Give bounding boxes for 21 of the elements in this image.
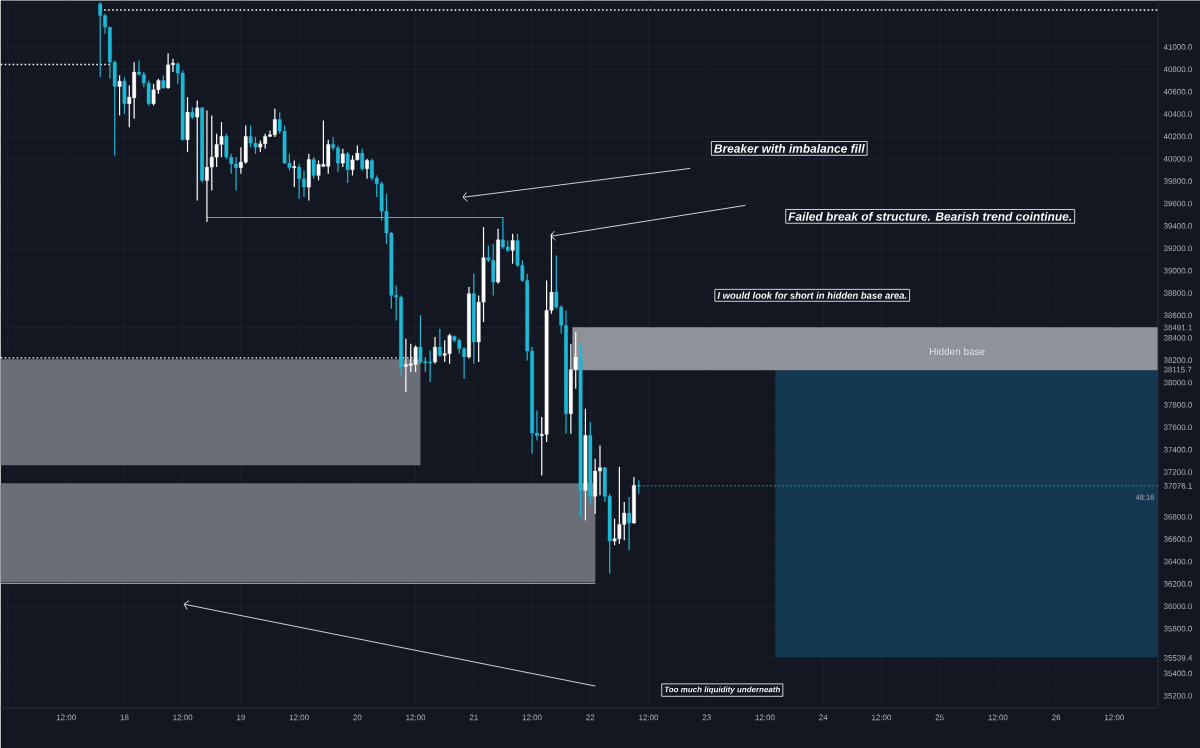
candlestick — [433, 336, 437, 365]
annotation: Hidden base — [930, 347, 985, 355]
candlestick — [311, 156, 316, 180]
candlestick — [437, 328, 442, 358]
candlestick — [195, 99, 200, 201]
candlestick — [117, 74, 122, 117]
candlestick — [510, 233, 515, 265]
annotation: I would look for short in hidden base area. — [717, 291, 907, 299]
candlestick — [360, 148, 365, 171]
candlestick — [166, 52, 171, 90]
candlestick — [272, 108, 277, 138]
candlestick — [345, 151, 350, 184]
candlestick — [292, 159, 297, 188]
candlestick — [297, 163, 302, 200]
candlestick — [122, 76, 127, 115]
candlestick — [365, 158, 369, 180]
candlestick — [627, 496, 631, 551]
annotation: Failed break of structure. Bearish trend cointinue. — [788, 211, 1072, 221]
annotation: Breaker with imbalance fill — [714, 143, 865, 153]
candlestick — [340, 148, 345, 168]
candlestick — [98, 1, 103, 78]
